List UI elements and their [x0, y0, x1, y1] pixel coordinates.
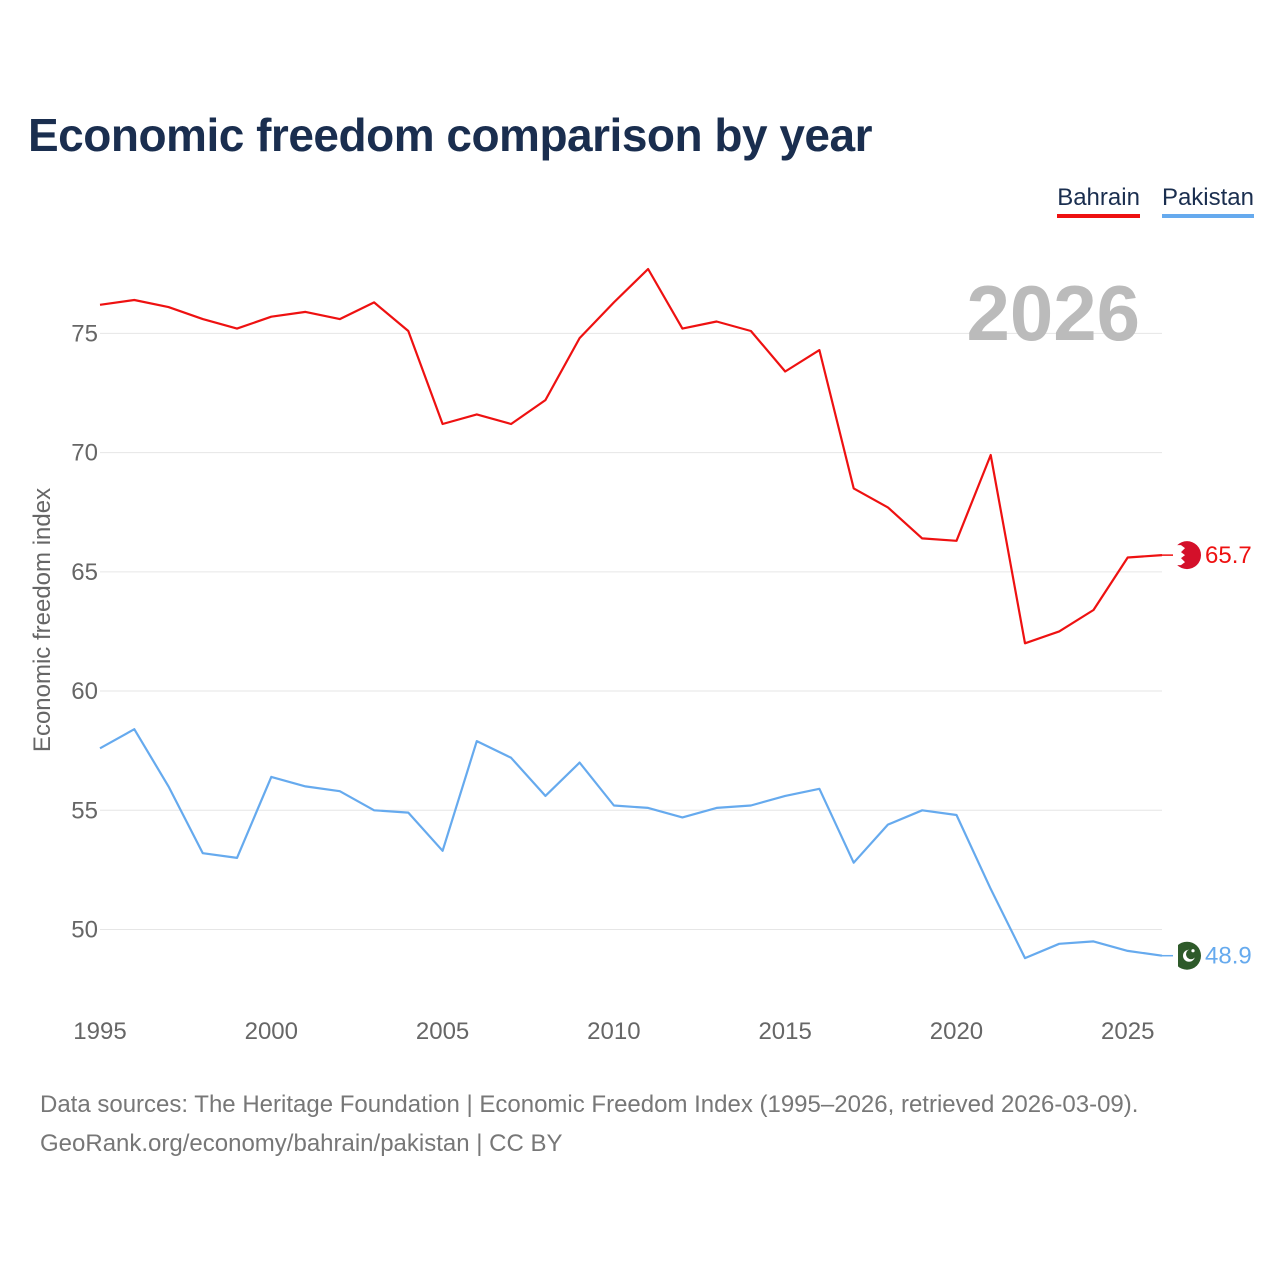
y-tick-label: 50	[71, 916, 98, 943]
end-value-label-bahrain: 65.7	[1205, 542, 1252, 569]
data-source-text: Data sources: The Heritage Foundation | …	[40, 1091, 1139, 1118]
year-overlay: 2026	[966, 269, 1140, 357]
legend-item-bahrain[interactable]: Bahrain	[1057, 184, 1140, 218]
series-line-bahrain	[99, 267, 1163, 645]
bahrain-flag-icon	[1173, 541, 1201, 570]
footer: Data sources: The Heritage Foundation | …	[40, 1085, 1138, 1163]
end-markers: 65.7 48.9	[1162, 541, 1252, 970]
y-tick-label: 65	[71, 559, 98, 586]
x-tick-label: 2015	[758, 1018, 811, 1045]
chart-title: Economic freedom comparison by year	[28, 109, 873, 161]
series-line-pakistan	[99, 728, 1163, 960]
x-tick-label: 2005	[416, 1018, 469, 1045]
flag-stripe	[1173, 943, 1178, 968]
x-tick-label: 1995	[73, 1018, 126, 1045]
pakistan-flag-icon	[1173, 941, 1201, 970]
y-tick-label: 60	[71, 678, 98, 705]
y-axis-title: Economic freedom index	[29, 488, 56, 752]
series-lines	[99, 267, 1163, 960]
legend: Bahrain Pakistan	[1057, 184, 1254, 218]
x-axis-ticks: 1995 2000 2005 2010 2015 2020 2025	[73, 1018, 1154, 1045]
y-tick-label: 55	[71, 797, 98, 824]
end-value-label-pakistan: 48.9	[1205, 943, 1252, 970]
x-tick-label: 2010	[587, 1018, 640, 1045]
y-axis-ticks: 50 55 60 65 70 75	[71, 320, 98, 943]
grid-lines	[100, 332, 1162, 930]
y-tick-label: 70	[71, 440, 98, 467]
attribution-text: GeoRank.org/economy/bahrain/pakistan | C…	[40, 1130, 563, 1157]
line-chart: 50 55 60 65 70 75 1995 2000 2005 2010 2015 2020 202…	[29, 267, 1252, 1045]
x-tick-label: 2020	[930, 1018, 983, 1045]
flag-star	[1191, 949, 1195, 953]
legend-item-pakistan[interactable]: Pakistan	[1161, 184, 1254, 218]
x-tick-label: 2025	[1101, 1018, 1154, 1045]
flag-stripe	[1173, 545, 1185, 566]
y-tick-label: 75	[71, 320, 98, 347]
x-tick-label: 2000	[245, 1018, 298, 1045]
